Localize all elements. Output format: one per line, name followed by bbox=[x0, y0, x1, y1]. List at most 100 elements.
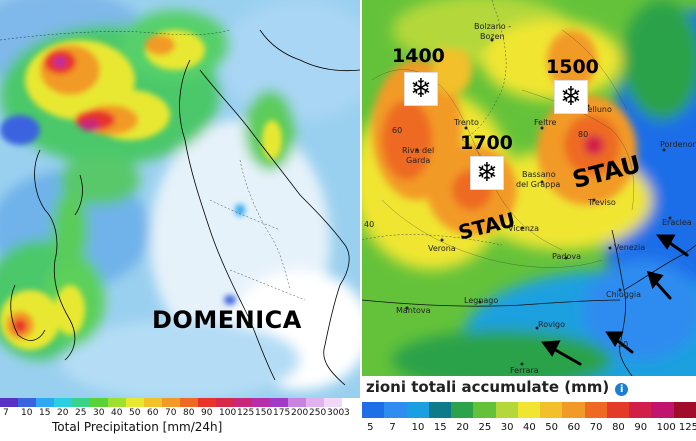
legend-tick-label: 25 bbox=[478, 422, 492, 433]
city-label: Ferrara bbox=[510, 366, 539, 375]
legend-tick-label: 30 bbox=[500, 422, 514, 433]
city-label: Bolzano - bbox=[474, 22, 512, 31]
legend-caption-row: zioni totali accumulate (mm) i bbox=[366, 378, 629, 396]
legend-swatch bbox=[324, 398, 342, 407]
day-label: DOMENICA bbox=[152, 306, 302, 334]
legend-swatch bbox=[90, 398, 108, 407]
accumulation-field bbox=[362, 0, 696, 376]
legend-tick-label: 80 bbox=[183, 408, 195, 418]
city-label: Chioggia bbox=[606, 290, 642, 299]
city-label: Belluno bbox=[582, 105, 612, 114]
city-label: Bozen bbox=[480, 32, 505, 41]
legend-tick-label: 60 bbox=[567, 422, 581, 433]
city-label: Feltre bbox=[534, 118, 557, 127]
city-label: Garda bbox=[406, 156, 431, 165]
legend-tick-label: 30 bbox=[93, 408, 105, 418]
legend-tick-label: 300 bbox=[327, 408, 345, 418]
legend-tick-label: 20 bbox=[456, 422, 469, 433]
legend-swatch bbox=[252, 398, 270, 407]
legend-swatch bbox=[198, 398, 216, 407]
legend-tick-label: 200 bbox=[291, 408, 309, 418]
snowflake-icon: ❄ bbox=[470, 156, 504, 190]
legend-tick-label: 25 bbox=[75, 408, 87, 418]
precipitation-24h-map: DOMENICA 7 10 15 20 25 30 40 50 60 70 80 90 100 125 15… bbox=[0, 0, 360, 441]
legend-tick-label: 7 bbox=[3, 408, 9, 418]
city-label: Venezia bbox=[614, 243, 646, 252]
city-label: Verona bbox=[428, 244, 456, 253]
legend-tick-label: 20 bbox=[57, 408, 69, 418]
legend-swatch bbox=[234, 398, 252, 407]
legend-tick-label: 3 bbox=[344, 408, 350, 418]
legend-swatch bbox=[362, 402, 385, 418]
legend-swatch bbox=[342, 398, 360, 407]
contour-label: 80 bbox=[578, 130, 589, 139]
city-label: Rovigo bbox=[538, 320, 566, 329]
legend-swatch bbox=[473, 402, 496, 418]
precipitation-legend: 7 10 15 20 25 30 40 50 60 70 80 90 100 125 150 175 200 25… bbox=[0, 398, 360, 441]
legend-caption: zioni totali accumulate (mm) bbox=[366, 378, 610, 396]
city-label: Vicenza bbox=[508, 224, 540, 233]
legend-swatch bbox=[406, 402, 429, 418]
legend-tick-label: 15 bbox=[39, 408, 51, 418]
city-label: Treviso bbox=[588, 198, 616, 207]
legend-swatch bbox=[108, 398, 126, 407]
legend-tick-label: 125 bbox=[678, 422, 696, 433]
info-icon[interactable]: i bbox=[615, 383, 629, 396]
legend-swatch bbox=[306, 398, 324, 407]
contour-label: 20 bbox=[618, 340, 629, 349]
legend-swatch bbox=[72, 398, 90, 407]
city-label: Pordenon bbox=[660, 140, 696, 149]
legend-tick-label: 150 bbox=[255, 408, 273, 418]
legend-swatch bbox=[562, 402, 585, 418]
legend-swatch bbox=[270, 398, 288, 407]
legend-swatch bbox=[629, 402, 652, 418]
legend-tick-label: 40 bbox=[111, 408, 123, 418]
legend-swatch bbox=[651, 402, 674, 418]
city-label: Eraclea bbox=[662, 218, 692, 227]
legend-tick-label: 250 bbox=[309, 408, 327, 418]
legend-caption: Total Precipitation [mm/24h] bbox=[52, 420, 223, 434]
legend-tick-label: 125 bbox=[237, 408, 255, 418]
city-label: Padova bbox=[552, 252, 581, 261]
legend-tick-label: 50 bbox=[545, 422, 558, 433]
legend-swatch bbox=[18, 398, 36, 407]
legend-swatch bbox=[36, 398, 54, 407]
legend-swatch bbox=[495, 402, 518, 418]
accumulation-legend: zioni totali accumulate (mm) i 5 7 10 15 20 25… bbox=[362, 376, 696, 441]
panel-divider bbox=[360, 0, 362, 441]
legend-tick-label: 50 bbox=[129, 408, 141, 418]
legend-swatch bbox=[673, 402, 696, 418]
legend-color-ramp bbox=[362, 402, 696, 418]
city-label: Mantova bbox=[396, 306, 431, 315]
legend-tick-label: 70 bbox=[589, 422, 603, 433]
legend-tick-label: 40 bbox=[523, 422, 536, 433]
snowflake-icon: ❄ bbox=[554, 80, 588, 114]
legend-tick-label: 100 bbox=[219, 408, 237, 418]
snow-level-label: 1700 bbox=[460, 132, 513, 154]
legend-tick-label: 90 bbox=[201, 408, 213, 418]
legend-tick-label: 80 bbox=[612, 422, 625, 433]
contour-label: 60 bbox=[392, 126, 403, 135]
legend-swatch bbox=[606, 402, 630, 418]
legend-tick-label: 10 bbox=[411, 422, 425, 433]
city-label: Legnago bbox=[464, 296, 499, 305]
legend-tick-label: 5 bbox=[367, 422, 374, 433]
legend-swatch bbox=[126, 398, 144, 407]
city-label: Riva del bbox=[402, 146, 435, 155]
legend-swatch bbox=[428, 402, 452, 418]
legend-tick-label: 175 bbox=[273, 408, 291, 418]
legend-swatch bbox=[54, 398, 72, 407]
legend-swatch bbox=[216, 398, 234, 407]
snow-level-label: 1400 bbox=[392, 45, 445, 67]
legend-tick-label: 60 bbox=[147, 408, 159, 418]
city-label: Bassano bbox=[522, 170, 556, 179]
city-label: del Grappa bbox=[516, 180, 561, 189]
legend-color-ramp bbox=[0, 398, 360, 407]
legend-swatch bbox=[451, 402, 474, 418]
snowflake-icon: ❄ bbox=[404, 72, 438, 106]
legend-tick-label: 7 bbox=[389, 422, 396, 433]
legend-swatch bbox=[144, 398, 162, 407]
legend-tick-label: 15 bbox=[433, 422, 447, 433]
contour-label: 40 bbox=[364, 220, 375, 229]
legend-tick-label: 100 bbox=[656, 422, 676, 433]
